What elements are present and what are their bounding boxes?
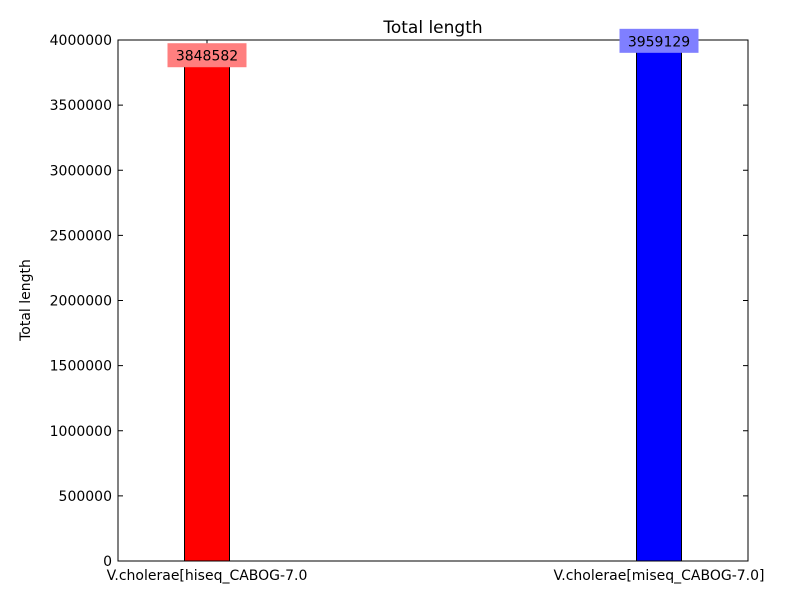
bar	[184, 59, 230, 562]
y-tick-label: 1500000	[50, 359, 112, 375]
bar	[636, 44, 682, 562]
y-tick-label: 0	[103, 554, 112, 570]
y-tick-label: 3000000	[50, 163, 112, 179]
y-tick-label: 500000	[59, 489, 112, 505]
y-tick-label: 2000000	[50, 294, 112, 310]
data-label-box	[619, 28, 699, 53]
x-tick-label: V.cholerae[hiseq_CABOG-7.0	[107, 568, 308, 584]
y-tick-label: 1000000	[50, 424, 112, 440]
bars-layer	[184, 44, 682, 562]
y-tick-label: 3500000	[50, 98, 112, 114]
data-label: 3848582	[176, 49, 238, 65]
plot-frame	[117, 39, 749, 562]
chart-title: Total length	[382, 18, 482, 38]
data-labels-layer: 3848582 3959129	[167, 28, 699, 68]
data-label: 3959129	[628, 34, 690, 50]
y-axis-label: Total length	[18, 259, 34, 342]
ticks-layer: 0 500000 1000000 1500000 2000000 2500000 30000…	[50, 33, 765, 584]
y-tick-label: 4000000	[50, 33, 112, 49]
data-label-box	[167, 43, 247, 68]
x-tick-label: V.cholerae[miseq_CABOG-7.0]	[554, 568, 765, 584]
y-tick-label: 2500000	[50, 228, 112, 244]
